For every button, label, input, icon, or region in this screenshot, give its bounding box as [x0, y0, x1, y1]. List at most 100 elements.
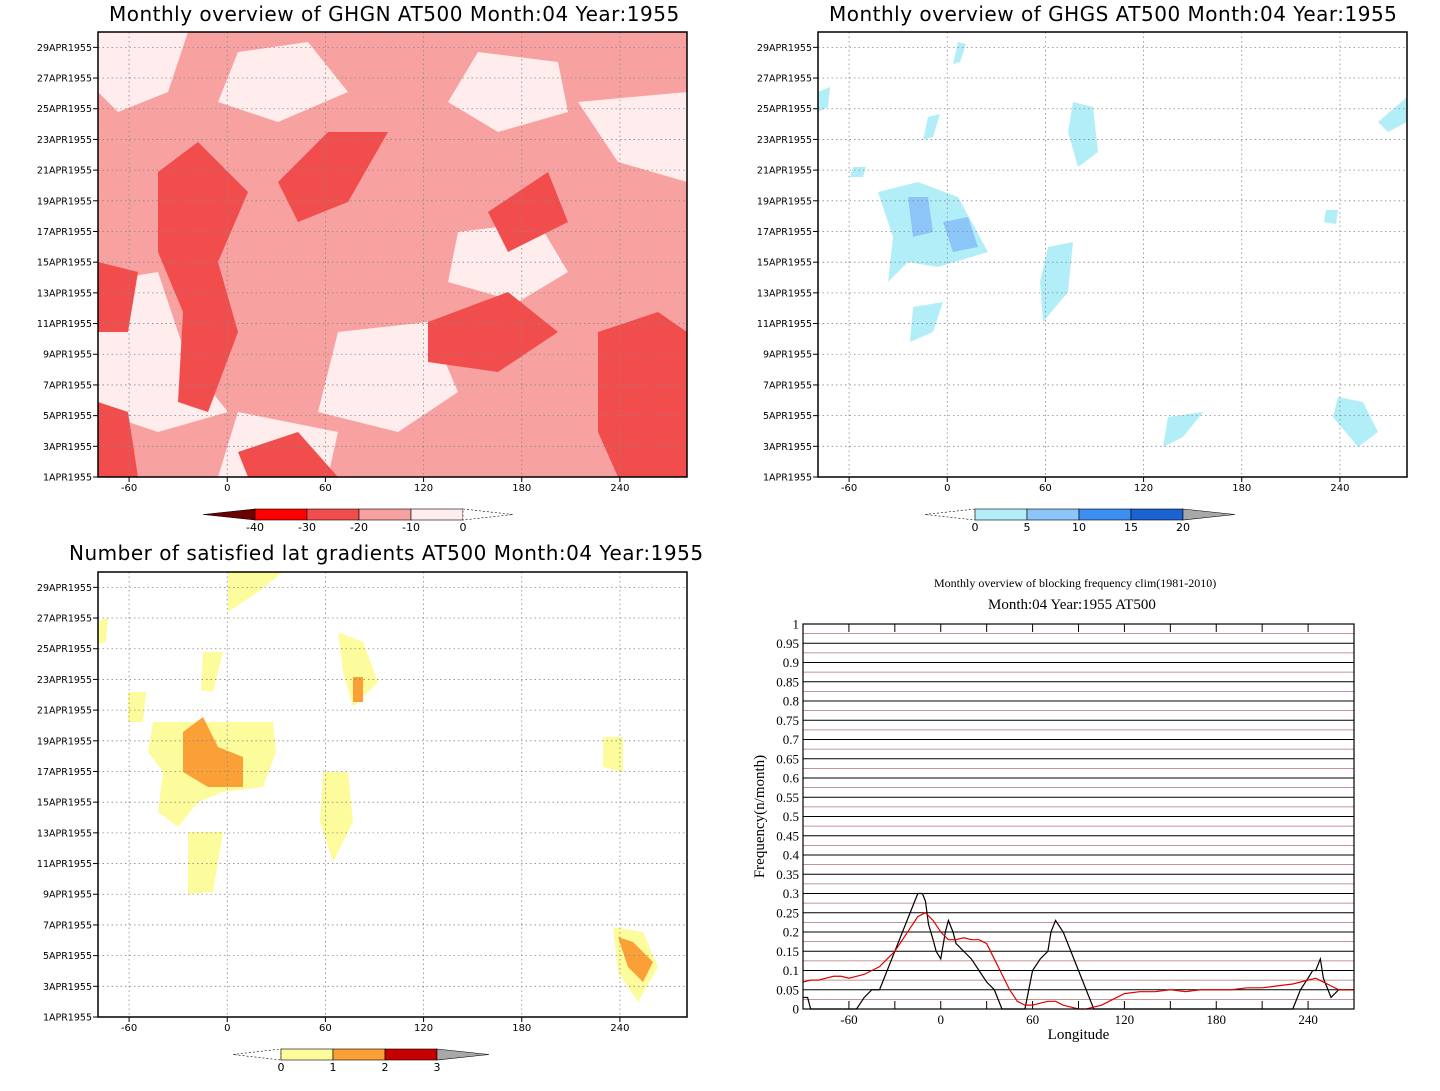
ghgs-map-panel: 1APR1955 3APR1955 5APR1955 7APR1955 9APR1955… — [757, 31, 1408, 534]
colorbar-label: -10 — [402, 521, 420, 534]
x-tick-label: 60 — [319, 1023, 332, 1034]
y-axis-label: Frequency(n/month) — [752, 755, 768, 878]
x-tick-label: 0 — [944, 483, 950, 494]
y-tick-label: 0.9 — [783, 655, 799, 670]
field-contour-area — [98, 402, 138, 477]
y-tick-label: 0 — [793, 1002, 800, 1017]
y-tick-label: 0.6 — [783, 771, 800, 786]
blocking-chart-title: Monthly overview of blocking frequency c… — [934, 576, 1217, 590]
field-contour-area — [98, 32, 687, 477]
colorbar-segment — [306, 508, 360, 521]
colorbar-triangle — [436, 1048, 490, 1061]
colorbar-segment — [1130, 508, 1184, 521]
colorbar-label: -40 — [246, 521, 264, 534]
colorbar-label: 15 — [1124, 521, 1138, 534]
map-frame — [97, 571, 688, 1018]
colorbar-segment — [254, 508, 308, 521]
x-tick-label: -60 — [841, 483, 857, 494]
y-tick-label: 0.35 — [776, 867, 799, 882]
x-tick-label: -60 — [121, 1023, 137, 1034]
y-tick-label: 23APR1955 — [757, 135, 812, 146]
field-contour-area — [183, 717, 243, 787]
x-tick-label: 0 — [938, 1012, 945, 1027]
colorbar-label: 0 — [972, 521, 979, 534]
colorbar-label: 3 — [434, 1061, 441, 1074]
y-tick-label: 13APR1955 — [37, 828, 92, 839]
colorbar-triangle — [924, 508, 976, 521]
y-tick-label: 0.55 — [776, 790, 799, 805]
field-contour-area — [618, 937, 653, 982]
y-tick-label: 0.8 — [783, 694, 799, 709]
ghgn-map-panel: 1APR1955 3APR1955 5APR1955 7APR1955 9APR1955… — [37, 31, 688, 534]
y-tick-label: 23APR1955 — [37, 675, 92, 686]
y-tick-label: 3APR1955 — [763, 442, 812, 453]
ghgs-map-title: Monthly overview of GHGS AT500 Month:04 … — [829, 2, 1398, 26]
y-tick-label: 17APR1955 — [757, 227, 812, 238]
field-contour-area — [428, 292, 558, 372]
y-tick-label: 9APR1955 — [43, 350, 92, 361]
colorbar-label: -30 — [298, 521, 316, 534]
x-tick-label: 60 — [319, 483, 332, 494]
field-contour-area — [1324, 210, 1338, 224]
y-tick-label: 1APR1955 — [43, 473, 92, 484]
blocking-frequency-panel: 0 0.05 0.1 0.15 0.2 0.25 0.3 0.35 0.4 0.45 0.5 0.55… — [752, 617, 1355, 1043]
y-tick-label: 0.15 — [776, 944, 799, 959]
field-contour-area — [228, 572, 283, 612]
colorbar-segment — [384, 1048, 438, 1061]
y-tick-label: 25APR1955 — [37, 104, 92, 115]
y-tick-label: 11APR1955 — [37, 859, 92, 870]
y-tick-label: 5APR1955 — [763, 411, 812, 422]
map-frame — [97, 31, 688, 478]
y-tick-label: 3APR1955 — [43, 982, 92, 993]
y-tick-label: 7APR1955 — [43, 920, 92, 931]
y-tick-label: 17APR1955 — [37, 767, 92, 778]
y-tick-label: 27APR1955 — [37, 74, 92, 85]
y-tick-label: 23APR1955 — [37, 135, 92, 146]
y-tick-label: 0.1 — [783, 963, 799, 978]
y-tick-label: 21APR1955 — [37, 166, 92, 177]
y-tick-label: 0.95 — [776, 636, 799, 651]
y-tick-label: 27APR1955 — [757, 74, 812, 85]
y-tick-label: 25APR1955 — [37, 644, 92, 655]
colorbar-segment — [358, 508, 412, 521]
x-tick-label: 120 — [414, 1023, 433, 1034]
x-axis-label: Longitude — [1048, 1027, 1110, 1043]
colorbar-label: 0 — [278, 1061, 285, 1074]
y-tick-label: 29APR1955 — [37, 583, 92, 594]
x-tick-label: -60 — [121, 483, 137, 494]
field-contour-area — [923, 114, 940, 140]
field-contour-area — [908, 197, 933, 237]
y-tick-label: 19APR1955 — [757, 196, 812, 207]
colorbar-triangle — [1182, 508, 1236, 521]
field-contour-area — [278, 132, 388, 222]
y-tick-label: 9APR1955 — [43, 890, 92, 901]
y-tick-label: 13APR1955 — [37, 288, 92, 299]
field-contour-area — [318, 322, 458, 432]
colorbar-label: -20 — [350, 521, 368, 534]
y-tick-label: 9APR1955 — [763, 350, 812, 361]
y-tick-label: 0.2 — [783, 925, 799, 940]
y-tick-label: 0.05 — [776, 982, 799, 997]
y-tick-label: 1 — [793, 617, 800, 632]
y-tick-label: 21APR1955 — [37, 706, 92, 717]
field-contour-area — [98, 32, 188, 112]
colorbar-label: 2 — [382, 1061, 389, 1074]
y-tick-label: 1APR1955 — [43, 1013, 92, 1024]
colorbar-segment — [410, 508, 464, 521]
y-tick-label: 29APR1955 — [37, 43, 92, 54]
field-contour-area — [488, 172, 568, 252]
field-contour-area — [850, 167, 866, 177]
field-contour-area — [158, 142, 248, 412]
y-tick-label: 5APR1955 — [43, 411, 92, 422]
y-tick-label: 15APR1955 — [757, 258, 812, 269]
field-contour-area — [353, 677, 363, 702]
y-tick-label: 17APR1955 — [37, 227, 92, 238]
colorbar-label: 20 — [1176, 521, 1190, 534]
field-contour-area — [188, 832, 223, 894]
field-contour-area — [578, 92, 687, 182]
field-contour-area — [320, 772, 353, 862]
field-contour-area — [1068, 102, 1098, 167]
lat-gradients-map-panel: 1APR1955 3APR1955 5APR1955 7APR1955 9APR1955… — [37, 571, 688, 1074]
blocking-chart-subtitle: Month:04 Year:1955 AT500 — [988, 597, 1156, 613]
y-tick-label: 0.5 — [783, 809, 799, 824]
